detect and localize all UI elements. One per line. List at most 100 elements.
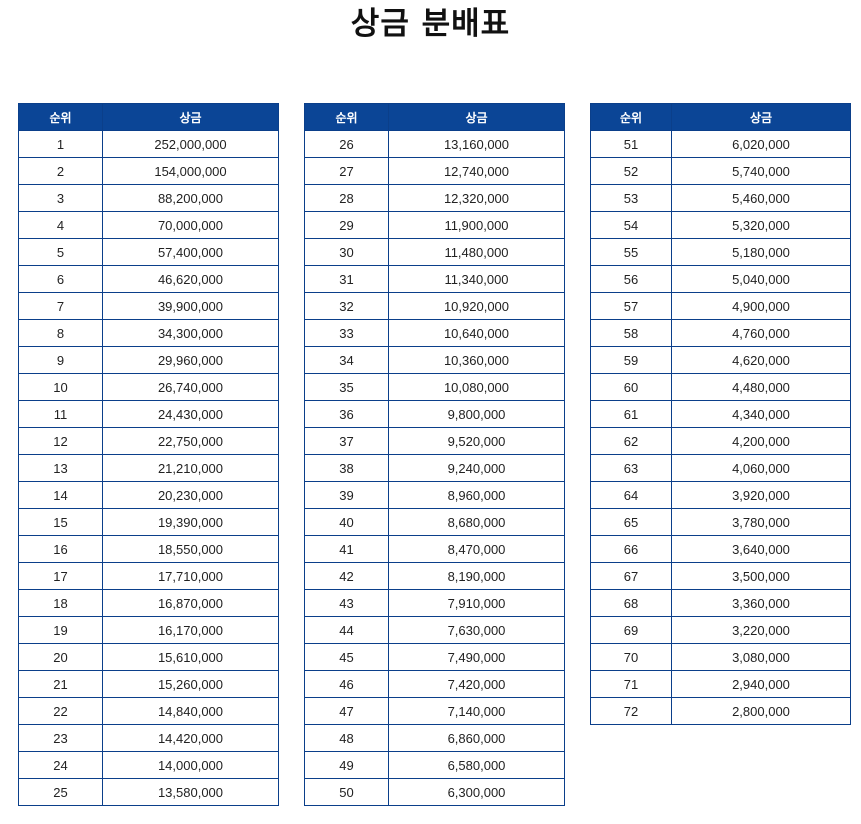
- rank-cell: 68: [590, 589, 672, 617]
- prize-table-1: 순위 상금 1 252,000,000 2 154,000,000 3 88,200,00…: [18, 103, 279, 806]
- table-row: 20 15,610,000: [18, 643, 279, 671]
- rank-column-header: 순위: [18, 103, 103, 131]
- table-header-row: 순위 상금: [18, 103, 279, 131]
- table-row: 54 5,320,000: [590, 211, 851, 239]
- prize-cell: 2,800,000: [671, 697, 851, 725]
- rank-cell: 67: [590, 562, 672, 590]
- table-header-row: 순위 상금: [304, 103, 565, 131]
- rank-cell: 57: [590, 292, 672, 320]
- table-row: 31 11,340,000: [304, 265, 565, 293]
- table-row: 17 17,710,000: [18, 562, 279, 590]
- prize-column-header: 상금: [102, 103, 279, 131]
- prize-cell: 26,740,000: [102, 373, 279, 401]
- table-row: 29 11,900,000: [304, 211, 565, 239]
- prize-cell: 8,190,000: [388, 562, 565, 590]
- prize-cell: 5,460,000: [671, 184, 851, 212]
- prize-cell: 4,340,000: [671, 400, 851, 428]
- prize-cell: 9,800,000: [388, 400, 565, 428]
- rank-cell: 47: [304, 697, 389, 725]
- prize-cell: 8,960,000: [388, 481, 565, 509]
- table-row: 41 8,470,000: [304, 535, 565, 563]
- table-row: 70 3,080,000: [590, 643, 851, 671]
- table-row: 25 13,580,000: [18, 778, 279, 806]
- rank-cell: 34: [304, 346, 389, 374]
- rank-cell: 54: [590, 211, 672, 239]
- prize-cell: 8,470,000: [388, 535, 565, 563]
- prize-cell: 252,000,000: [102, 130, 279, 158]
- prize-cell: 88,200,000: [102, 184, 279, 212]
- rank-cell: 18: [18, 589, 103, 617]
- table-row: 12 22,750,000: [18, 427, 279, 455]
- table-row: 47 7,140,000: [304, 697, 565, 725]
- rank-cell: 41: [304, 535, 389, 563]
- prize-cell: 5,320,000: [671, 211, 851, 239]
- table-row: 53 5,460,000: [590, 184, 851, 212]
- table-row: 62 4,200,000: [590, 427, 851, 455]
- prize-cell: 12,740,000: [388, 157, 565, 185]
- table-row: 4 70,000,000: [18, 211, 279, 239]
- prize-cell: 14,420,000: [102, 724, 279, 752]
- table-row: 7 39,900,000: [18, 292, 279, 320]
- table-header-row: 순위 상금: [590, 103, 851, 131]
- table-row: 51 6,020,000: [590, 130, 851, 158]
- table-row: 39 8,960,000: [304, 481, 565, 509]
- prize-cell: 4,900,000: [671, 292, 851, 320]
- rank-cell: 56: [590, 265, 672, 293]
- prize-cell: 3,780,000: [671, 508, 851, 536]
- rank-cell: 71: [590, 670, 672, 698]
- prize-cell: 19,390,000: [102, 508, 279, 536]
- rank-cell: 53: [590, 184, 672, 212]
- prize-cell: 11,480,000: [388, 238, 565, 266]
- prize-cell: 14,000,000: [102, 751, 279, 779]
- rank-cell: 13: [18, 454, 103, 482]
- prize-cell: 4,060,000: [671, 454, 851, 482]
- rank-cell: 11: [18, 400, 103, 428]
- table-row: 37 9,520,000: [304, 427, 565, 455]
- prize-cell: 3,360,000: [671, 589, 851, 617]
- table-row: 28 12,320,000: [304, 184, 565, 212]
- prize-cell: 4,620,000: [671, 346, 851, 374]
- rank-cell: 4: [18, 211, 103, 239]
- rank-cell: 51: [590, 130, 672, 158]
- table-row: 3 88,200,000: [18, 184, 279, 212]
- prize-cell: 15,260,000: [102, 670, 279, 698]
- table-row: 23 14,420,000: [18, 724, 279, 752]
- rank-cell: 14: [18, 481, 103, 509]
- table-row: 36 9,800,000: [304, 400, 565, 428]
- table-row: 48 6,860,000: [304, 724, 565, 752]
- rank-cell: 66: [590, 535, 672, 563]
- prize-cell: 57,400,000: [102, 238, 279, 266]
- rank-cell: 70: [590, 643, 672, 671]
- rank-cell: 3: [18, 184, 103, 212]
- rank-cell: 1: [18, 130, 103, 158]
- rank-cell: 33: [304, 319, 389, 347]
- prize-cell: 5,740,000: [671, 157, 851, 185]
- rank-cell: 50: [304, 778, 389, 806]
- rank-cell: 19: [18, 616, 103, 644]
- prize-table-2: 순위 상금 26 13,160,000 27 12,740,000 28 12,320,0…: [304, 103, 565, 806]
- prize-cell: 39,900,000: [102, 292, 279, 320]
- table-row: 15 19,390,000: [18, 508, 279, 536]
- table-row: 44 7,630,000: [304, 616, 565, 644]
- rank-cell: 36: [304, 400, 389, 428]
- rank-cell: 7: [18, 292, 103, 320]
- rank-cell: 20: [18, 643, 103, 671]
- prize-cell: 14,840,000: [102, 697, 279, 725]
- prize-cell: 3,640,000: [671, 535, 851, 563]
- rank-cell: 52: [590, 157, 672, 185]
- prize-cell: 34,300,000: [102, 319, 279, 347]
- table-row: 33 10,640,000: [304, 319, 565, 347]
- rank-cell: 49: [304, 751, 389, 779]
- prize-cell: 21,210,000: [102, 454, 279, 482]
- table-row: 2 154,000,000: [18, 157, 279, 185]
- table-row: 38 9,240,000: [304, 454, 565, 482]
- table-row: 27 12,740,000: [304, 157, 565, 185]
- table-row: 72 2,800,000: [590, 697, 851, 725]
- table-row: 30 11,480,000: [304, 238, 565, 266]
- table-row: 18 16,870,000: [18, 589, 279, 617]
- rank-cell: 46: [304, 670, 389, 698]
- prize-cell: 46,620,000: [102, 265, 279, 293]
- rank-cell: 5: [18, 238, 103, 266]
- prize-cell: 7,630,000: [388, 616, 565, 644]
- rank-cell: 2: [18, 157, 103, 185]
